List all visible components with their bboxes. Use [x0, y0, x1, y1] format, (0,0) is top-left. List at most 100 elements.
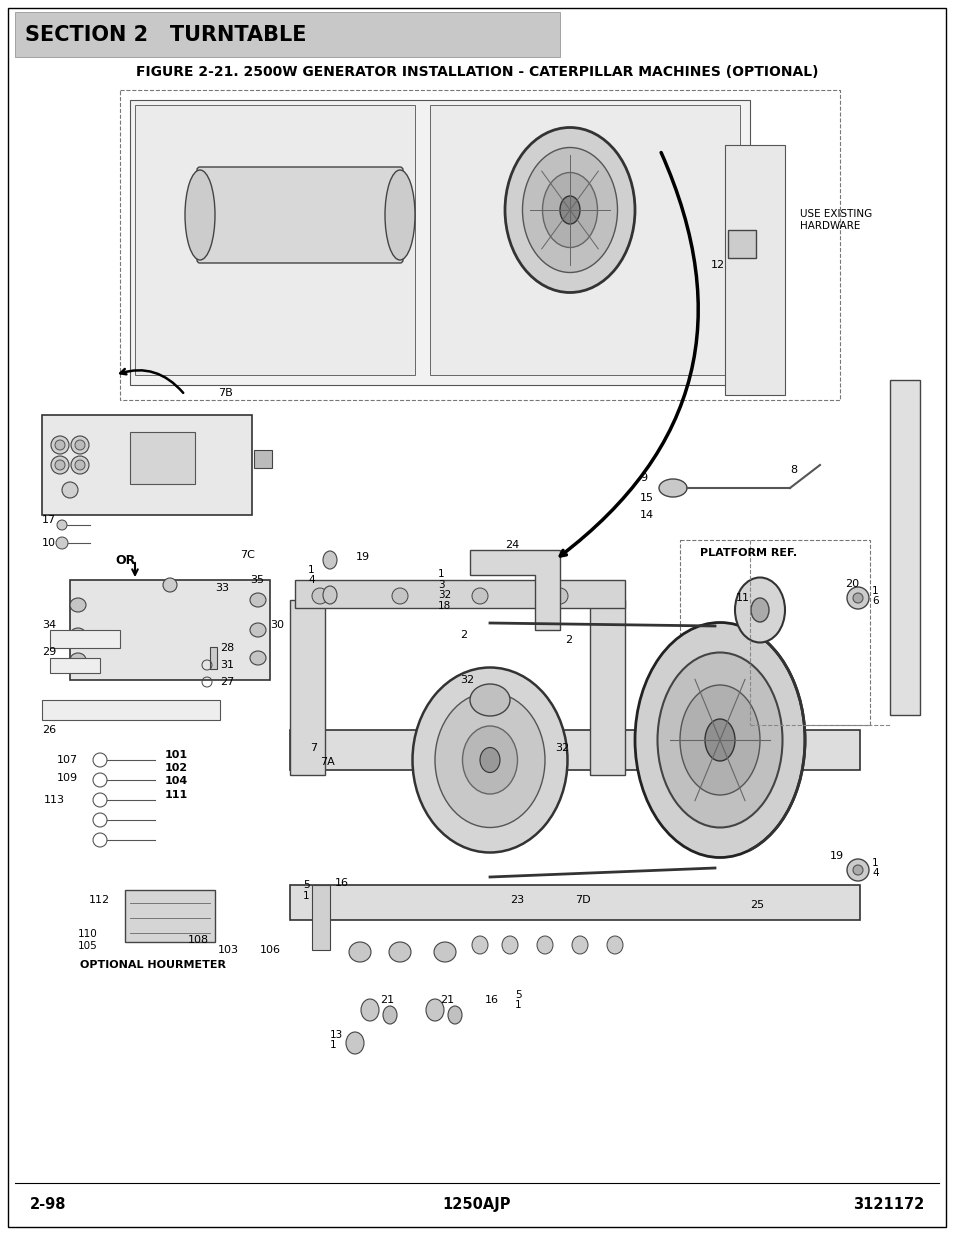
- Text: 13
1: 13 1: [330, 1030, 343, 1051]
- Text: 113: 113: [44, 795, 65, 805]
- Bar: [130, 100, 749, 385]
- Ellipse shape: [346, 1032, 364, 1053]
- Ellipse shape: [852, 593, 862, 603]
- Circle shape: [55, 440, 65, 450]
- Ellipse shape: [657, 652, 781, 827]
- Text: 108: 108: [188, 935, 209, 945]
- Text: 16: 16: [484, 995, 498, 1005]
- Text: 23: 23: [510, 895, 523, 905]
- Text: 24: 24: [504, 540, 518, 550]
- Text: 10: 10: [42, 538, 56, 548]
- Text: 7A: 7A: [319, 757, 335, 767]
- Ellipse shape: [448, 1007, 461, 1024]
- Bar: [290, 730, 859, 769]
- Bar: [430, 105, 740, 375]
- Circle shape: [472, 588, 488, 604]
- Bar: [312, 885, 330, 950]
- Ellipse shape: [501, 936, 517, 953]
- Text: 17: 17: [42, 515, 56, 525]
- Ellipse shape: [852, 864, 862, 876]
- Ellipse shape: [70, 653, 86, 667]
- Ellipse shape: [250, 622, 266, 637]
- Ellipse shape: [659, 479, 686, 496]
- Ellipse shape: [542, 173, 597, 247]
- Text: 109: 109: [57, 773, 78, 783]
- Text: 7D: 7D: [575, 895, 590, 905]
- Ellipse shape: [185, 170, 214, 261]
- Ellipse shape: [479, 747, 499, 773]
- Text: 1250AJP: 1250AJP: [442, 1198, 511, 1213]
- Text: 3121172: 3121172: [852, 1198, 923, 1213]
- Polygon shape: [42, 700, 220, 720]
- Text: 31: 31: [220, 659, 233, 671]
- Bar: [210, 647, 216, 669]
- Bar: [120, 90, 840, 400]
- Bar: [290, 885, 859, 920]
- Text: 2: 2: [564, 635, 572, 645]
- Polygon shape: [50, 630, 120, 648]
- Ellipse shape: [360, 999, 378, 1021]
- Ellipse shape: [250, 593, 266, 606]
- Text: 103: 103: [218, 945, 239, 955]
- Circle shape: [51, 436, 69, 454]
- Text: 14: 14: [639, 510, 654, 520]
- Text: 26: 26: [42, 725, 56, 735]
- Text: 8: 8: [789, 466, 797, 475]
- Text: 101
102
104
111: 101 102 104 111: [165, 750, 188, 799]
- Bar: [724, 144, 784, 395]
- Circle shape: [163, 578, 177, 592]
- Bar: [253, 450, 272, 468]
- Bar: [42, 415, 252, 515]
- Ellipse shape: [462, 726, 517, 794]
- Text: FIGURE 2-21. 2500W GENERATOR INSTALLATION - CATERPILLAR MACHINES (OPTIONAL): FIGURE 2-21. 2500W GENERATOR INSTALLATIO…: [135, 65, 818, 79]
- Circle shape: [71, 456, 89, 474]
- Text: 1
4: 1 4: [871, 857, 878, 878]
- Text: 11: 11: [735, 593, 749, 603]
- Text: 32: 32: [459, 676, 474, 685]
- Text: 35: 35: [250, 576, 264, 585]
- Ellipse shape: [522, 147, 617, 273]
- Circle shape: [51, 456, 69, 474]
- Circle shape: [75, 440, 85, 450]
- Ellipse shape: [385, 170, 415, 261]
- Ellipse shape: [434, 942, 456, 962]
- Polygon shape: [50, 658, 100, 673]
- Bar: [889, 380, 919, 715]
- Bar: [294, 580, 624, 608]
- Bar: [589, 600, 624, 776]
- Text: 27: 27: [220, 677, 234, 687]
- Ellipse shape: [537, 936, 553, 953]
- Text: 2: 2: [459, 630, 467, 640]
- Ellipse shape: [70, 598, 86, 613]
- Ellipse shape: [349, 942, 371, 962]
- Text: 1
4: 1 4: [308, 564, 314, 585]
- Circle shape: [62, 482, 78, 498]
- Circle shape: [55, 459, 65, 471]
- Text: 7B: 7B: [218, 388, 233, 398]
- Ellipse shape: [323, 585, 336, 604]
- Ellipse shape: [426, 999, 443, 1021]
- Ellipse shape: [846, 860, 868, 881]
- Text: 2-98: 2-98: [30, 1198, 67, 1213]
- Text: 19: 19: [355, 552, 370, 562]
- Ellipse shape: [382, 1007, 396, 1024]
- Text: 7C: 7C: [240, 550, 254, 559]
- Text: 110
105: 110 105: [78, 929, 97, 951]
- Bar: [125, 890, 214, 942]
- Ellipse shape: [559, 196, 579, 224]
- Bar: [135, 105, 415, 375]
- Bar: [290, 600, 325, 776]
- Ellipse shape: [635, 622, 804, 857]
- Text: 107: 107: [57, 755, 78, 764]
- Circle shape: [71, 436, 89, 454]
- Text: 1
3
32
18: 1 3 32 18: [437, 569, 451, 611]
- Text: 5
1: 5 1: [303, 881, 310, 900]
- Ellipse shape: [846, 587, 868, 609]
- Text: 30: 30: [270, 620, 284, 630]
- Bar: [70, 580, 270, 680]
- Ellipse shape: [389, 942, 411, 962]
- Circle shape: [552, 588, 567, 604]
- Text: 20: 20: [844, 579, 859, 589]
- Text: 9: 9: [639, 473, 646, 483]
- Bar: [727, 230, 755, 258]
